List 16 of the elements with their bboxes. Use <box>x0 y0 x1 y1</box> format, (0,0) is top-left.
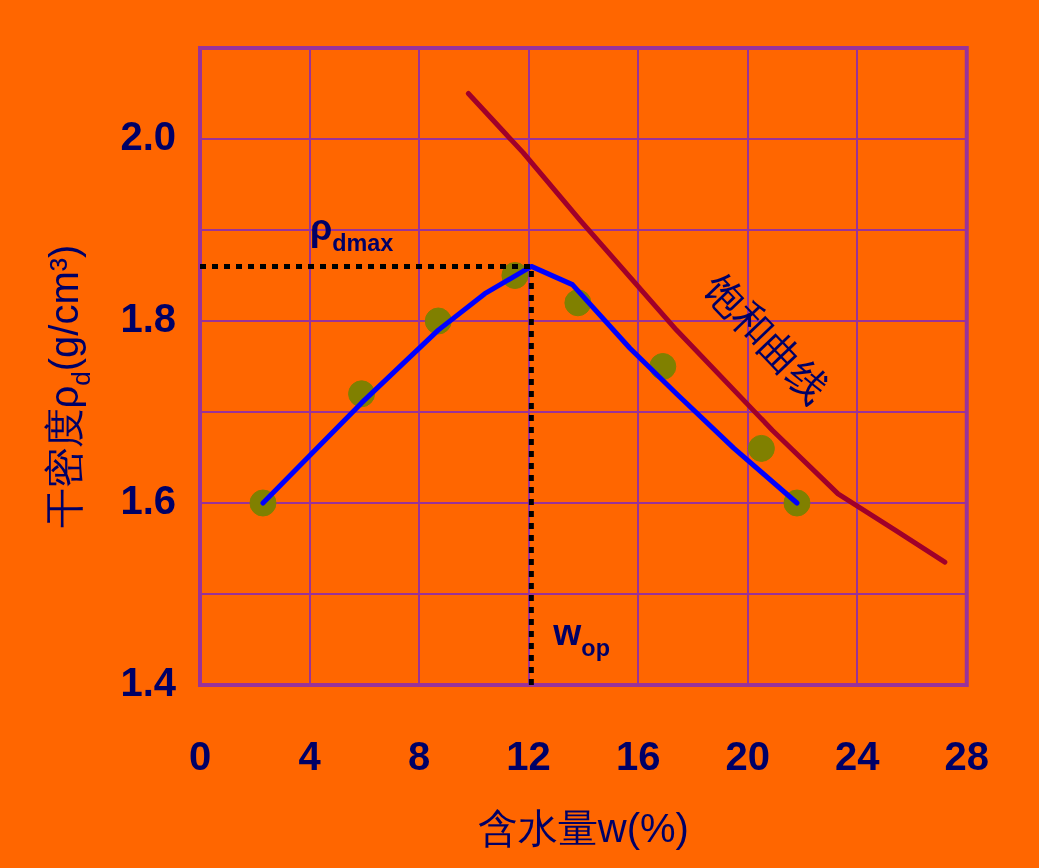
y-tick-label: 1.6 <box>120 478 176 523</box>
y-tick-label: 1.4 <box>120 660 177 705</box>
x-axis-title: 含水量w(%) <box>477 806 689 850</box>
x-tick-label: 0 <box>188 734 212 779</box>
y-axis-title: 干密度ρd(g/cm³) <box>42 244 96 529</box>
point <box>747 434 775 462</box>
text: 饱和曲线 <box>694 264 838 412</box>
y-tick-label: 1.8 <box>120 296 176 341</box>
x-tick-label: 28 <box>944 734 989 779</box>
x-tick-label: 8 <box>407 734 431 779</box>
y-tick-label: 2.0 <box>120 114 176 159</box>
x-tick-label: 4 <box>298 734 322 779</box>
x-tick-label: 16 <box>615 734 661 779</box>
x-tick-label: 24 <box>834 734 881 779</box>
x-tick-label: 12 <box>506 734 551 779</box>
x-tick-label: 20 <box>725 734 770 779</box>
